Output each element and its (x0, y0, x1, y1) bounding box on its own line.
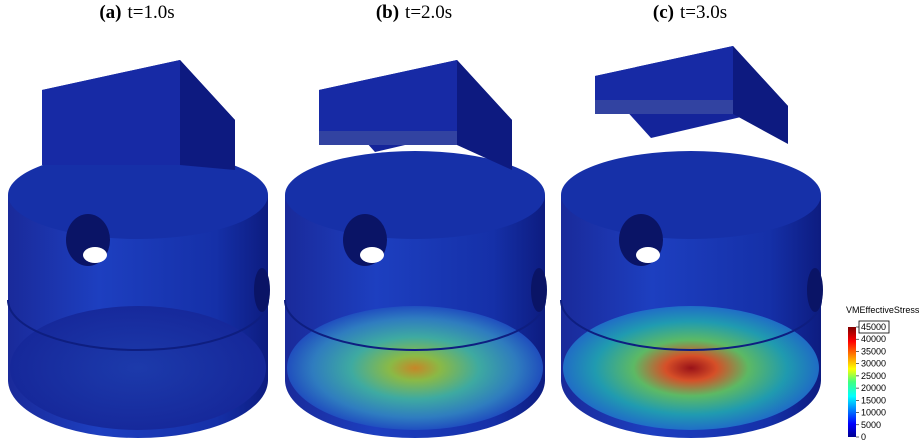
panel-label: (b) (376, 2, 399, 23)
colorbar-tick-label: 15000 (861, 395, 886, 405)
side-hole (807, 268, 823, 312)
panel: (a) t=1.0s (8, 2, 270, 438)
panel-caption: (a) t=1.0s (99, 2, 174, 23)
stress-field (287, 306, 543, 430)
colorbar: VMEffectiveStress 45000 40000 35000 30000 25… (846, 305, 920, 442)
box-side (180, 60, 235, 170)
colorbar-tick-label: 40000 (861, 334, 886, 344)
fracture-surface (319, 131, 457, 145)
cylinder-top (561, 151, 821, 239)
panel-caption: (b) t=2.0s (376, 2, 452, 23)
hole-light (83, 247, 107, 263)
hole-light (360, 247, 384, 263)
colorbar-tick-label: 30000 (861, 359, 886, 369)
colorbar-gradient (848, 327, 856, 437)
colorbar-tick-label: 25000 (861, 371, 886, 381)
side-hole (254, 268, 270, 312)
colorbar-tick-label: 45000 (861, 322, 886, 332)
colorbar-tick-label: 35000 (861, 346, 886, 356)
box-front (42, 60, 180, 165)
stress-field (563, 306, 819, 430)
panel: (b) t=2.0s (285, 2, 547, 438)
panel-time: t=1.0s (128, 2, 175, 23)
panel-caption: (c) t=3.0s (653, 2, 727, 23)
colorbar-title: VMEffectiveStress (846, 305, 920, 315)
panel-label: (c) (653, 2, 674, 23)
colorbar-tick-label: 20000 (861, 383, 886, 393)
colorbar-tick-label: 0 (861, 432, 866, 442)
box-side (733, 46, 788, 144)
panel-label: (a) (99, 2, 121, 23)
colorbar-tick-label: 10000 (861, 408, 886, 418)
figure: (a) t=1.0s (b) t=2.0s (c) t=3.0s VMEffectiveS… (0, 0, 922, 446)
side-hole (531, 268, 547, 312)
hole-light (636, 247, 660, 263)
panels: (a) t=1.0s (b) t=2.0s (c) t=3.0s (8, 2, 823, 438)
panel: (c) t=3.0s (561, 2, 823, 438)
panel-time: t=3.0s (680, 2, 727, 23)
stress-field (10, 306, 266, 430)
box-side (457, 60, 512, 170)
colorbar-tick-label: 5000 (861, 420, 881, 430)
panel-time: t=2.0s (405, 2, 452, 23)
fracture-surface (595, 100, 733, 114)
